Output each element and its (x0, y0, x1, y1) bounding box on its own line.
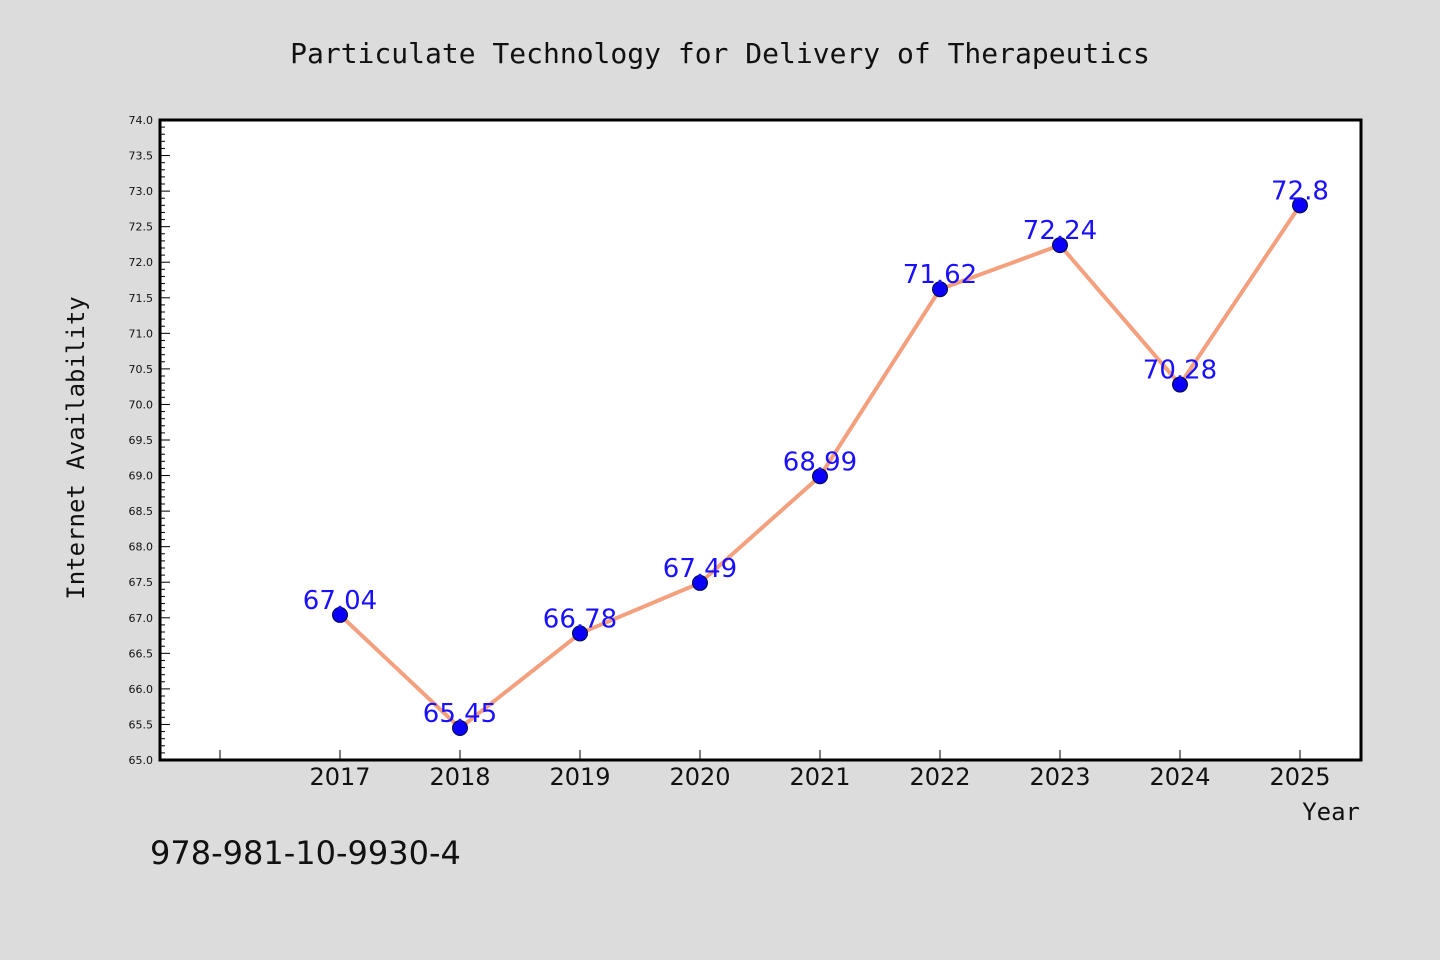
y-tick-label: 65.0 (129, 754, 154, 767)
x-tick-label: 2022 (909, 763, 970, 791)
y-tick-label: 68.0 (129, 541, 154, 554)
y-tick-label: 67.5 (129, 576, 154, 589)
data-point (572, 625, 588, 642)
y-tick-label: 71.5 (129, 292, 154, 305)
y-tick-label: 68.5 (129, 505, 154, 518)
data-label: 65.45 (423, 699, 497, 729)
data-label: 72.8 (1271, 176, 1329, 206)
chart-title: Particulate Technology for Delivery of T… (290, 37, 1150, 70)
y-tick-label: 69.5 (129, 434, 154, 447)
data-point (932, 281, 948, 298)
data-point (1292, 197, 1308, 214)
x-tick-label: 2023 (1029, 763, 1090, 791)
y-tick-label: 65.5 (129, 718, 154, 731)
data-point (1052, 237, 1068, 254)
data-point (452, 720, 468, 736)
y-tick-label: 72.0 (129, 256, 154, 269)
plot-area (158, 118, 1363, 762)
data-point (812, 468, 828, 485)
y-axis-label: Internet Availability (62, 296, 90, 599)
isbn-footer: 978-981-10-9930-4 (150, 834, 461, 872)
y-tick-label: 70.0 (129, 398, 154, 411)
x-tick-label: 2024 (1149, 763, 1210, 791)
data-label: 68.99 (783, 447, 857, 477)
y-tick-label: 66.0 (129, 683, 154, 696)
data-point (692, 574, 708, 591)
x-tick-label: 2018 (429, 763, 490, 791)
x-axis-ticks: 2017 2018 2019 2020 2021 2022 2023 2024 2025 (219, 750, 1331, 791)
data-label: 67.04 (303, 586, 377, 616)
data-label: 66.78 (543, 604, 617, 634)
x-tick-label: 2019 (549, 763, 610, 791)
y-tick-label: 73.5 (129, 150, 154, 163)
x-axis-label: Year (1302, 798, 1360, 826)
data-label: 67.49 (663, 554, 737, 584)
x-tick-label: 2025 (1269, 763, 1330, 791)
y-tick-label: 66.5 (129, 647, 154, 660)
y-tick-label: 67.0 (129, 612, 154, 625)
data-label: 70.28 (1143, 356, 1217, 386)
y-tick-label: 71.0 (129, 327, 154, 340)
series-points-group (332, 197, 1308, 736)
y-tick-label: 73.0 (129, 185, 154, 198)
x-tick-label: 2021 (789, 763, 850, 791)
y-tick-label: 72.5 (129, 221, 154, 234)
data-point (332, 606, 348, 623)
y-tick-label: 69.0 (129, 470, 154, 483)
data-point (1172, 376, 1188, 393)
y-tick-label: 70.5 (129, 363, 154, 376)
data-label: 71.62 (903, 260, 977, 290)
y-axis-ticks: 65.0 65.5 66.0 66.5 67.0 67.5 68.0 68.5 69.0 69.5… (129, 114, 170, 767)
x-tick-label: 2020 (669, 763, 730, 791)
data-labels-group: 67.04 65.45 66.78 67.49 68.99 71.62 72.24 70.28… (303, 176, 1329, 729)
data-label: 72.24 (1023, 216, 1097, 246)
y-tick-label: 74.0 (129, 114, 154, 127)
x-tick-label: 2017 (309, 763, 370, 791)
